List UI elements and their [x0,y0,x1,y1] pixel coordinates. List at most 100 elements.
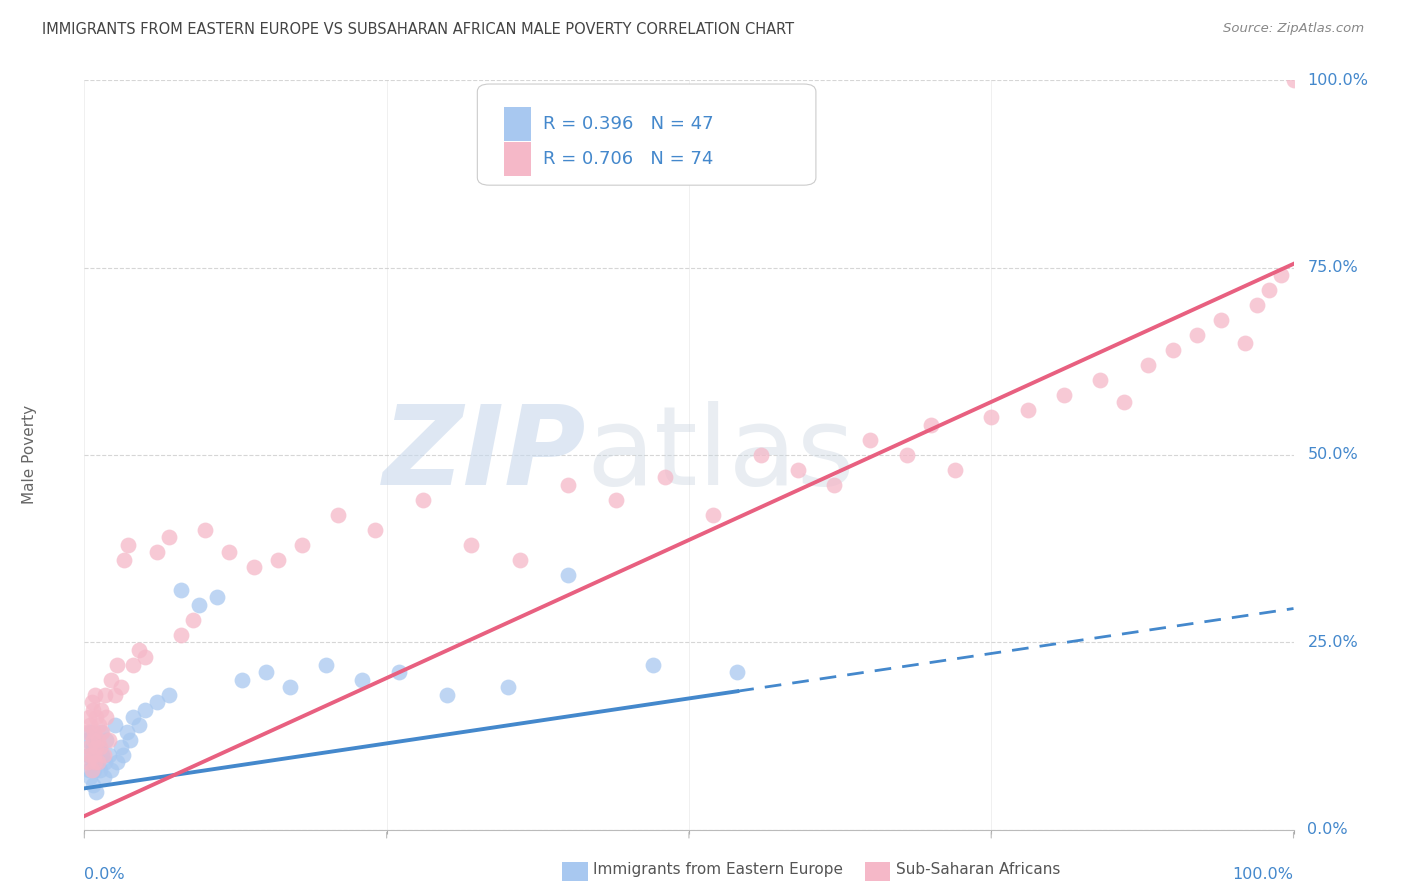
Point [896,448,918,462]
Text: atlas: atlas [586,401,855,508]
Point [188,598,211,612]
Point [120,732,142,747]
Point [105,755,128,769]
Point [79,717,101,731]
Point [170,582,193,597]
Point [1185,328,1208,343]
Point [87,717,110,731]
Point [291,538,314,552]
Point [94,710,117,724]
Point [278,680,301,694]
Point [181,613,204,627]
Point [363,523,385,537]
Point [157,688,180,702]
Point [943,463,966,477]
Point [460,538,482,552]
Point [94,755,117,769]
Point [509,553,531,567]
Point [86,755,108,769]
Point [79,747,101,762]
Point [146,545,169,559]
Text: Immigrants from Eastern Europe: Immigrants from Eastern Europe [593,863,844,877]
Point [654,470,676,484]
Text: IMMIGRANTS FROM EASTERN EUROPE VS SUBSAHARAN AFRICAN MALE POVERTY CORRELATION CH: IMMIGRANTS FROM EASTERN EUROPE VS SUBSAH… [42,22,794,37]
Point [1282,73,1305,87]
Point [105,657,128,672]
Text: 100.0%: 100.0% [1308,73,1368,87]
Point [110,740,132,755]
Point [94,688,117,702]
Point [121,657,143,672]
Point [83,747,105,762]
Point [1161,343,1184,357]
Point [170,628,193,642]
Point [315,657,337,672]
Point [218,545,240,559]
Point [84,688,107,702]
Point [79,770,101,784]
Point [207,591,229,605]
Point [702,508,724,522]
Point [254,665,277,680]
Point [83,763,105,777]
Point [97,732,120,747]
Point [121,710,143,724]
Point [77,710,100,724]
Point [87,740,110,755]
Point [91,747,114,762]
Text: Male Poverty: Male Poverty [22,405,38,505]
Point [1209,313,1232,327]
Point [146,695,169,709]
Point [388,665,411,680]
Point [89,740,111,755]
Point [1114,395,1136,409]
Point [823,478,845,492]
Point [84,732,107,747]
Point [89,763,111,777]
Point [104,688,127,702]
Point [84,755,107,769]
Point [128,717,150,731]
Point [76,732,98,747]
Point [557,478,579,492]
Point [605,492,627,507]
Point [920,417,942,432]
Point [80,763,103,777]
Point [112,553,135,567]
Point [82,703,104,717]
Point [100,673,122,687]
Point [80,695,103,709]
Point [1088,373,1111,387]
Point [82,778,104,792]
Point [725,665,748,680]
Point [242,560,264,574]
Point [328,508,350,522]
Point [86,710,108,724]
Point [77,755,100,769]
Point [1246,298,1268,312]
Text: ZIP: ZIP [382,401,586,508]
Point [352,673,374,687]
Point [1234,335,1257,350]
Point [117,538,139,552]
Point [1137,358,1160,372]
Point [86,732,108,747]
Point [93,747,115,762]
Point [1258,283,1281,297]
Point [436,688,458,702]
Text: 50.0%: 50.0% [1308,448,1358,462]
Point [194,523,217,537]
Point [157,530,180,544]
Text: Sub-Saharan Africans: Sub-Saharan Africans [896,863,1060,877]
Point [90,725,112,739]
Text: R = 0.706   N = 74: R = 0.706 N = 74 [543,150,713,168]
Point [134,650,156,665]
Point [90,703,112,717]
Point [496,680,519,694]
Text: 0.0%: 0.0% [1308,822,1348,837]
Point [77,763,100,777]
Point [641,657,664,672]
Point [93,770,115,784]
Point [980,410,1002,425]
Point [412,492,434,507]
